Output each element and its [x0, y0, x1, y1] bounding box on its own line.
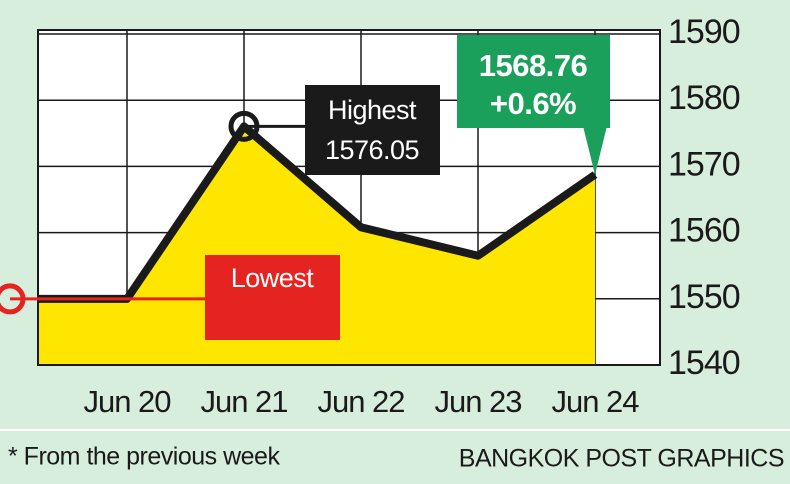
y-tick-label: 1550: [668, 278, 740, 316]
x-tick-label: Jun 22: [317, 384, 404, 419]
y-tick-label: 1540: [668, 344, 740, 382]
x-tick-label: Jun 21: [200, 384, 287, 419]
area: [38, 126, 595, 365]
low-box: [205, 255, 340, 340]
annotations: Lowest Highest 1576.05 1568.76+0.6%: [0, 35, 610, 340]
footnote: * From the previous week: [8, 443, 280, 471]
low-marker: [0, 283, 26, 315]
latest-box: [457, 35, 610, 128]
pointer: [583, 126, 607, 175]
high-value: 1576.05: [325, 135, 419, 165]
x-tick-label: Jun 24: [551, 384, 639, 419]
high-marker: [228, 110, 260, 142]
high-title: Highest: [328, 95, 417, 125]
latest-value: 1568.76: [479, 48, 588, 83]
y-tick-label: 1560: [668, 212, 740, 250]
y-tick-label: 1580: [668, 79, 740, 117]
latest-change: +0.6%: [490, 86, 576, 121]
high-box: [305, 85, 440, 175]
source: BANGKOK POST GRAPHICS: [459, 445, 784, 473]
y-tick-label: 1570: [668, 145, 740, 183]
x-tick-label: Jun 23: [434, 384, 521, 419]
y-tick-label: 1590: [668, 13, 740, 51]
low-title: Lowest: [231, 263, 315, 293]
x-tick-label: Jun 20: [83, 384, 171, 419]
plot-border: [37, 29, 661, 366]
